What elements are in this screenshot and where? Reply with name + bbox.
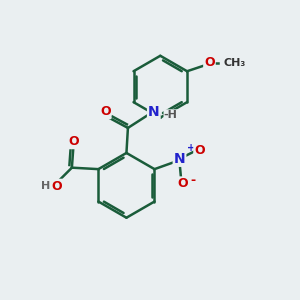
- Text: O: O: [68, 135, 79, 148]
- Text: N: N: [174, 152, 185, 166]
- Text: H: H: [41, 181, 50, 191]
- Text: CH₃: CH₃: [223, 58, 245, 68]
- Text: O: O: [52, 180, 62, 193]
- Text: -: -: [190, 174, 196, 187]
- Text: O: O: [100, 105, 111, 118]
- Text: +: +: [187, 142, 195, 153]
- Text: O: O: [177, 177, 188, 190]
- Text: N: N: [148, 105, 160, 119]
- Text: -H: -H: [164, 110, 178, 120]
- Text: O: O: [204, 56, 215, 70]
- Text: O: O: [194, 143, 205, 157]
